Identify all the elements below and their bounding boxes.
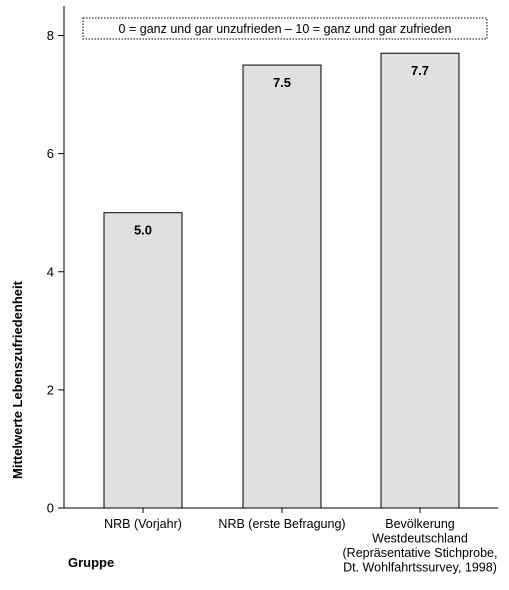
data-label: 7.7: [411, 63, 429, 78]
annotation-text: 0 = ganz und gar unzufrieden – 10 = ganz…: [119, 22, 452, 36]
bars-group: [103, 52, 460, 509]
y-tick-label: 2: [47, 382, 54, 397]
category-label: (Repräsentative Stichprobe,: [343, 546, 498, 560]
category-label: NRB (Vorjahr): [104, 517, 182, 531]
y-tick-label: 8: [47, 28, 54, 43]
bar: [380, 52, 460, 509]
labels-group: 5.0 NRB (Vorjahr) 7.5 NRB (erste Befragung)…: [104, 63, 497, 574]
bar: [242, 64, 322, 509]
y-tick-label: 4: [47, 264, 54, 279]
y-tick-label: 0: [47, 501, 54, 516]
category-label: Westdeutschland: [372, 532, 468, 546]
category-label: Bevölkerung: [385, 517, 455, 531]
y-axis-title: Mittelwerte Lebenszufriedenheit: [10, 280, 25, 479]
y-tick-label: 6: [47, 146, 54, 161]
x-axis-title: Gruppe: [68, 555, 114, 570]
data-label: 7.5: [273, 75, 291, 90]
legend-annotation: 0 = ganz und gar unzufrieden – 10 = ganz…: [82, 17, 488, 40]
data-label: 5.0: [134, 223, 152, 238]
annotation-box: [82, 17, 488, 40]
category-label: Dt. Wohlfahrtssurvey, 1998): [343, 561, 497, 575]
category-label: NRB (erste Befragung): [218, 517, 345, 531]
bar: [103, 212, 183, 509]
